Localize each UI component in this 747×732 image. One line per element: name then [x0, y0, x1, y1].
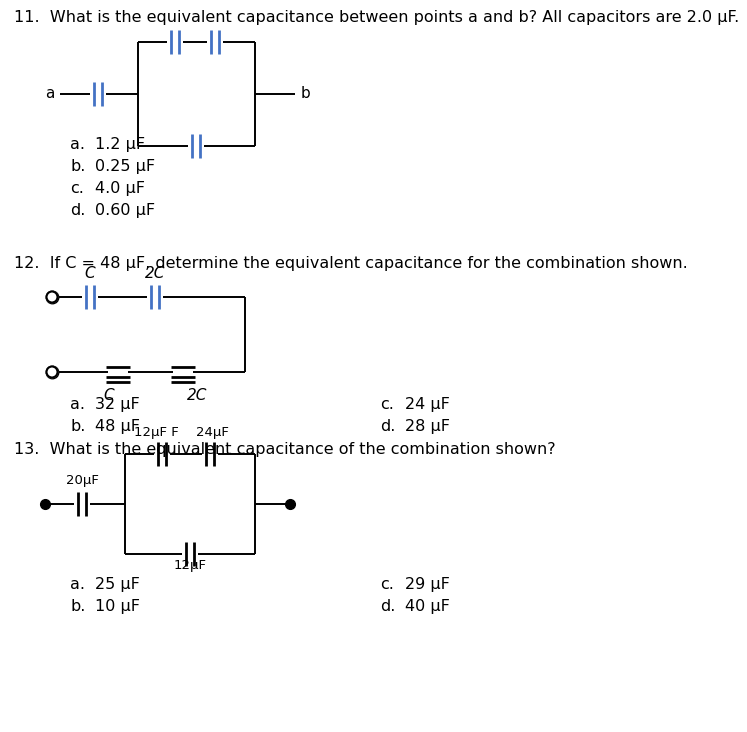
- Text: a: a: [45, 86, 54, 102]
- Text: 28 μF: 28 μF: [405, 419, 450, 434]
- Text: C: C: [103, 388, 114, 403]
- Text: a.: a.: [70, 137, 85, 152]
- Text: 48 μF: 48 μF: [95, 419, 140, 434]
- Text: 32 μF: 32 μF: [95, 397, 140, 412]
- Text: 0.60 μF: 0.60 μF: [95, 203, 155, 218]
- Text: c.: c.: [380, 397, 394, 412]
- Text: 20μF: 20μF: [66, 474, 99, 487]
- Text: 0.25 μF: 0.25 μF: [95, 159, 155, 174]
- Text: d.: d.: [70, 203, 85, 218]
- Text: b: b: [301, 86, 311, 102]
- Text: 25 μF: 25 μF: [95, 577, 140, 592]
- Text: 1.2 μF: 1.2 μF: [95, 137, 145, 152]
- Text: d.: d.: [380, 599, 395, 614]
- Circle shape: [46, 367, 58, 378]
- Text: b.: b.: [70, 419, 85, 434]
- Circle shape: [46, 291, 58, 302]
- Text: b.: b.: [70, 159, 85, 174]
- Text: 24μF: 24μF: [196, 426, 229, 439]
- Text: c.: c.: [70, 181, 84, 196]
- Text: 4.0 μF: 4.0 μF: [95, 181, 145, 196]
- Text: 10 μF: 10 μF: [95, 599, 140, 614]
- Text: 13.  What is the equivalent capacitance of the combination shown?: 13. What is the equivalent capacitance o…: [14, 442, 556, 457]
- Text: C: C: [84, 266, 96, 281]
- Text: 40 μF: 40 μF: [405, 599, 450, 614]
- Text: 11.  What is the equivalent capacitance between points a and b? All capacitors a: 11. What is the equivalent capacitance b…: [14, 10, 740, 25]
- Text: 12.  If C = 48 μF, determine the equivalent capacitance for the combination show: 12. If C = 48 μF, determine the equivale…: [14, 256, 688, 271]
- Text: 24 μF: 24 μF: [405, 397, 450, 412]
- Text: 12μF F: 12μF F: [134, 426, 179, 439]
- Text: b.: b.: [70, 599, 85, 614]
- Text: 2C: 2C: [145, 266, 165, 281]
- Text: a.: a.: [70, 577, 85, 592]
- Text: 29 μF: 29 μF: [405, 577, 450, 592]
- Text: 2C: 2C: [187, 388, 208, 403]
- Text: a.: a.: [70, 397, 85, 412]
- Text: c.: c.: [380, 577, 394, 592]
- Text: d.: d.: [380, 419, 395, 434]
- Text: 12μF: 12μF: [173, 559, 206, 572]
